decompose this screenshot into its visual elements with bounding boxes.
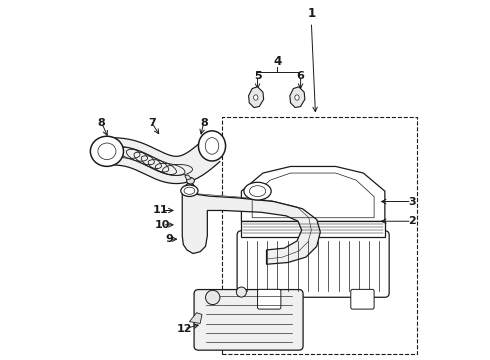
Ellipse shape [236,287,246,297]
Polygon shape [248,87,264,108]
Ellipse shape [198,131,225,161]
Polygon shape [190,313,202,323]
Ellipse shape [295,95,299,100]
FancyBboxPatch shape [258,289,281,309]
Ellipse shape [187,177,195,184]
Ellipse shape [98,143,116,159]
Text: 7: 7 [148,118,156,128]
Ellipse shape [205,138,219,154]
Text: 1: 1 [307,7,316,20]
Ellipse shape [90,136,123,166]
Text: 4: 4 [273,55,281,68]
FancyBboxPatch shape [351,289,374,309]
Text: 11: 11 [153,206,169,216]
Ellipse shape [181,185,198,197]
Ellipse shape [205,290,220,305]
FancyBboxPatch shape [237,231,389,297]
Ellipse shape [254,95,258,100]
Ellipse shape [249,186,266,197]
Polygon shape [290,87,305,108]
Text: 5: 5 [254,71,261,81]
Text: 8: 8 [200,118,208,128]
Text: 10: 10 [155,220,170,230]
FancyBboxPatch shape [194,289,303,350]
Polygon shape [242,166,385,221]
Polygon shape [182,184,320,264]
Text: 8: 8 [98,118,105,128]
Bar [221,117,417,354]
Ellipse shape [184,187,195,194]
Bar [242,221,385,237]
Polygon shape [107,138,220,184]
Ellipse shape [244,182,271,200]
Text: 12: 12 [176,324,192,334]
Text: 2: 2 [408,216,416,226]
Text: 9: 9 [166,234,173,244]
Polygon shape [185,175,191,180]
Text: 3: 3 [408,197,416,207]
Text: 6: 6 [296,71,304,81]
